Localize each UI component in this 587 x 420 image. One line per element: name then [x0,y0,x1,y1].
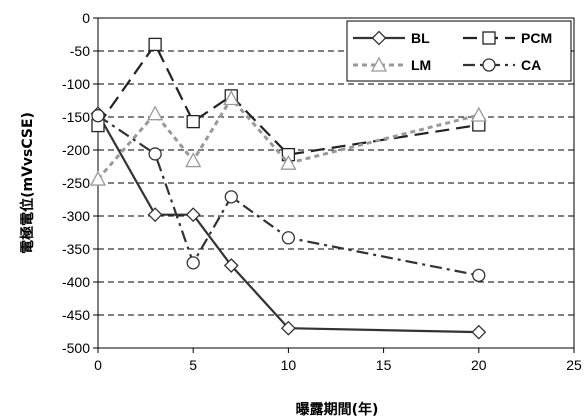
x-axis-title: 曝露期間(年) [296,401,379,418]
series-layer [89,37,487,340]
legend-label-bl: BL [411,30,430,46]
legend-label-pcm: PCM [521,30,552,46]
data-point-ca [186,256,200,270]
data-point-pcm [148,37,162,52]
data-point-lm [147,105,164,121]
y-tick-labels: 0 -50 -100 -150 -200 -250 -300 -350 -400 -450 -500 [62,10,90,356]
series-bl [90,106,487,340]
grid [98,50,574,316]
x-tick-label: 5 [189,357,197,373]
x-tick-label: 25 [566,357,582,373]
series-lm [89,90,487,186]
series-ca [91,109,486,283]
y-tick-label: -150 [62,109,90,125]
y-tick-label: -350 [62,241,90,257]
series-line-lm [96,96,480,181]
data-point-lm [185,152,202,168]
data-point-bl [147,207,163,223]
data-point-ca [91,109,105,123]
data-point-lm [89,170,107,186]
data-point-lm [470,106,487,122]
data-point-ca [148,147,162,161]
series-line-pcm [97,42,479,156]
y-axis-title: 電極電位(mVvsCSE) [19,112,36,254]
legend-marker-pcm [482,31,496,45]
y-tick-label: -250 [62,175,90,191]
data-point-bl [185,207,201,223]
y-tick-label: -400 [62,274,90,290]
y-tick-label: -200 [62,142,90,158]
legend-marker-bl [371,30,387,46]
y-tick-label: 0 [82,10,90,26]
legend-marker-ca [482,58,496,72]
data-point-ca [472,268,486,283]
y-tick-label: -300 [62,208,90,224]
y-tick-label: -100 [62,76,90,92]
x-tick-labels: 0 5 10 15 20 25 [94,357,582,373]
legend-label-lm: LM [411,57,431,73]
data-point-ca [224,190,238,204]
x-tick-label: 20 [471,357,487,373]
series-line-ca [97,114,480,277]
data-point-lm [223,90,240,106]
x-tick-label: 15 [376,357,392,373]
legend-marker-lm [370,56,388,72]
data-point-bl [223,258,239,273]
data-point-bl [280,320,296,336]
y-tick-label: -50 [70,43,90,59]
x-tick-label: 0 [94,357,102,373]
data-point-pcm [186,114,200,129]
data-point-lm [280,154,297,170]
data-point-ca [281,231,296,245]
data-point-bl [471,324,487,340]
series-line-bl [97,113,479,334]
y-tick-label: -500 [62,340,90,356]
y-tick-label: -450 [62,307,90,323]
legend-label-ca: CA [521,57,541,73]
x-tick-label: 10 [281,357,297,373]
legend: BL PCM LM CA [346,20,572,82]
